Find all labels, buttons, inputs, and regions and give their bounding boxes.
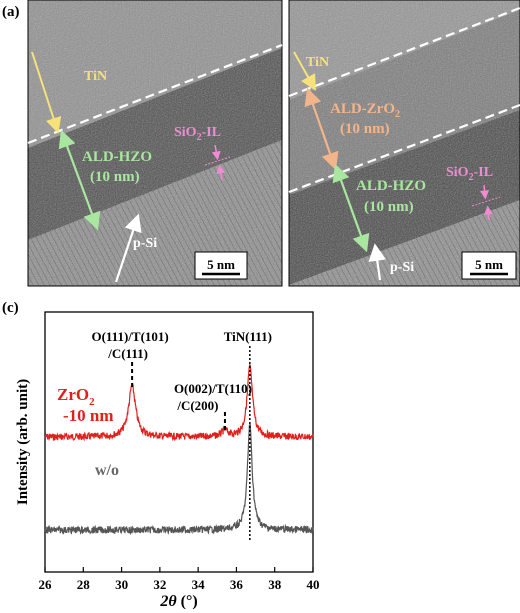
tin-label-b: TiN bbox=[306, 55, 329, 70]
hzo-label-a-2: (10 nm) bbox=[90, 169, 140, 185]
x-tick-label: 26 bbox=[39, 577, 53, 592]
tin-arrow-a bbox=[31, 51, 62, 134]
psi-label-a: p-Si bbox=[133, 236, 157, 251]
tin-arrow-b bbox=[293, 51, 316, 91]
series-label-zro2-2: -10 nm bbox=[63, 406, 114, 425]
scalebar-label-b: 5 nm bbox=[475, 257, 503, 272]
sio2-arrow-a-bottom bbox=[216, 164, 226, 181]
annotation-label-o111-2: /C(111) bbox=[107, 346, 148, 361]
zro2-label-b-1: ALD-ZrO2 bbox=[330, 101, 400, 120]
annotation-label-tin111: TiN(111) bbox=[224, 329, 272, 344]
x-tick-label: 34 bbox=[192, 577, 206, 592]
sio2-arrow-a-top bbox=[211, 144, 221, 161]
annotation-label-o002-1: O(002)/T(110) bbox=[174, 381, 252, 396]
annotation-label-o002-2: /C(200) bbox=[176, 398, 218, 413]
tin-label-a: TiN bbox=[84, 69, 107, 84]
hzo-label-b-1: ALD-HZO bbox=[356, 178, 426, 194]
sio2-arrow-b-top bbox=[480, 184, 490, 200]
sio2-band-b bbox=[471, 196, 501, 207]
series-line-0 bbox=[44, 362, 314, 442]
hzo-label-b-2: (10 nm) bbox=[364, 199, 414, 215]
x-tick-label: 32 bbox=[153, 577, 166, 592]
sio2-arrow-b-bottom bbox=[483, 205, 493, 221]
interface-line-a bbox=[27, 43, 283, 145]
series-line-1 bbox=[44, 423, 314, 536]
hzo-arrow-a bbox=[58, 129, 101, 231]
panel-a-label: (a) bbox=[2, 4, 20, 20]
y-axis-label: Intensity (arb. unit) bbox=[15, 379, 31, 505]
x-tick-label: 28 bbox=[77, 577, 91, 592]
zro2-label-b-2: (10 nm) bbox=[340, 121, 390, 137]
sio2-label-b: SiO2-IL bbox=[446, 165, 493, 183]
psi-arrow-b bbox=[368, 243, 386, 281]
plot-frame bbox=[44, 311, 314, 573]
series-label-wo: w/o bbox=[95, 462, 119, 479]
x-tick-label: 36 bbox=[230, 577, 244, 592]
x-tick-label: 40 bbox=[307, 577, 320, 592]
x-tick-label: 38 bbox=[268, 577, 282, 592]
x-tick-label: 30 bbox=[115, 577, 128, 592]
hzo-label-a-1: ALD-HZO bbox=[82, 149, 152, 165]
zro2-arrow-b bbox=[304, 87, 339, 171]
sio2-label-a: SiO2-IL bbox=[174, 125, 221, 143]
panel-c-label: (c) bbox=[2, 300, 19, 316]
hzo-arrow-b bbox=[332, 163, 370, 253]
scalebar-label-a: 5 nm bbox=[207, 257, 235, 272]
sio2-band-a bbox=[204, 156, 231, 166]
series-label-zro2-1: ZrO2 bbox=[57, 385, 95, 408]
annotation-label-o111-1: O(111)/T(101) bbox=[91, 329, 168, 344]
psi-arrow-a bbox=[114, 213, 142, 283]
x-axis-label: 2θ (°) bbox=[159, 593, 197, 610]
psi-label-b: p-Si bbox=[390, 260, 414, 275]
